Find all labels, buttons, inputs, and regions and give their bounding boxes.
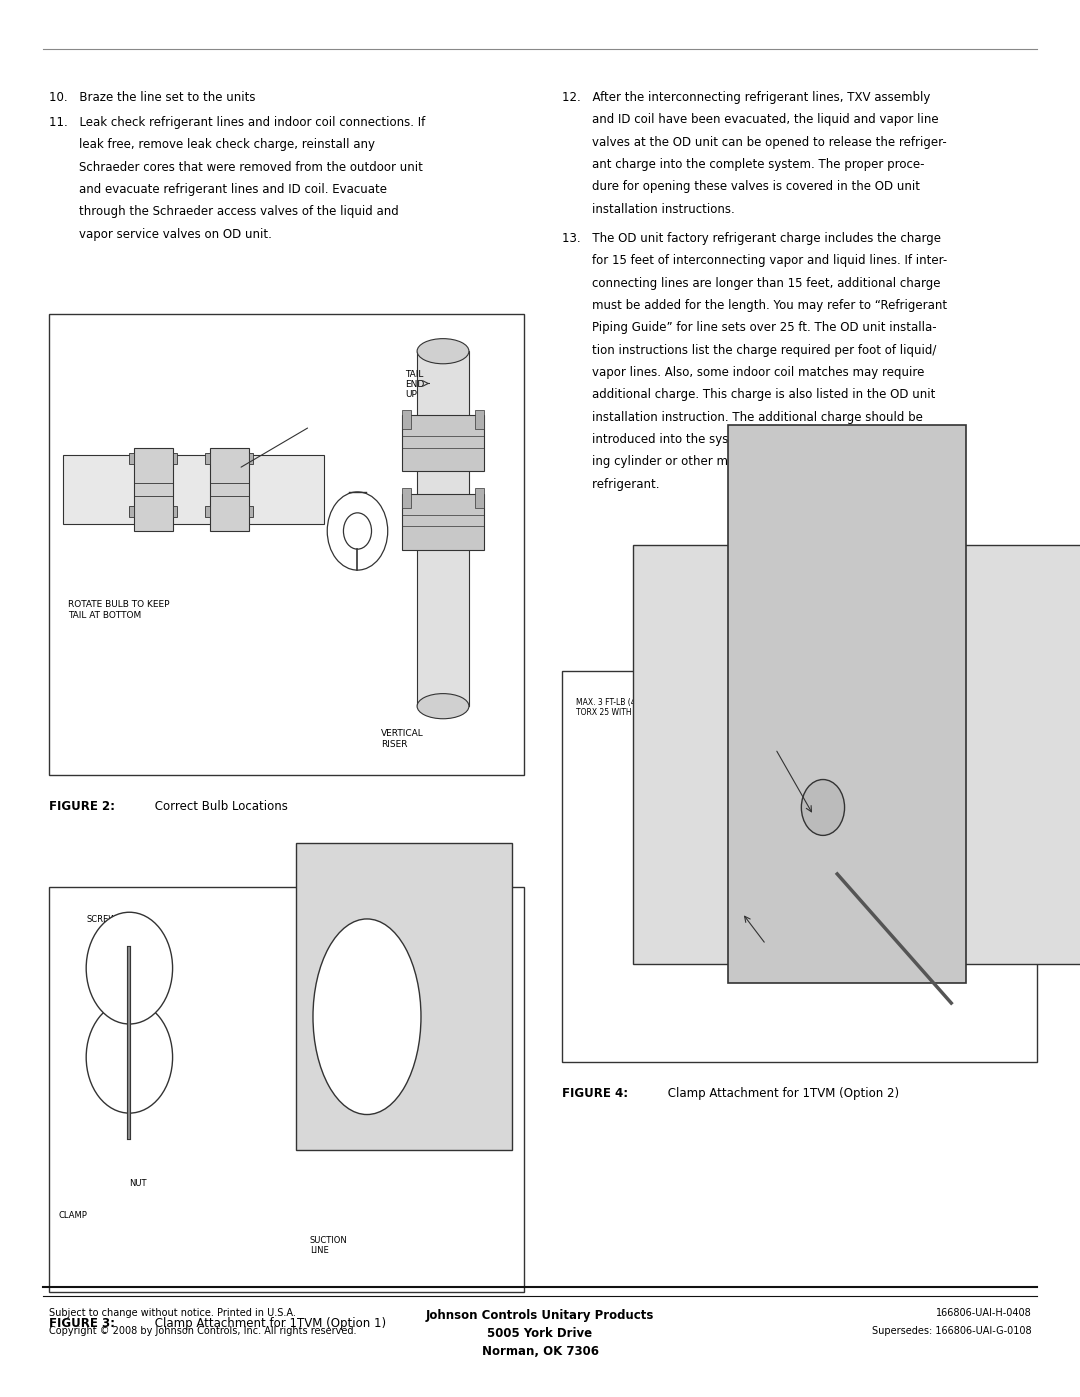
Text: 11. Leak check refrigerant lines and indoor coil connections. If: 11. Leak check refrigerant lines and ind… bbox=[49, 116, 424, 129]
Bar bbox=[475, 409, 484, 429]
Text: NUT: NUT bbox=[130, 1179, 147, 1187]
Bar bbox=[402, 415, 484, 471]
Bar bbox=[49, 314, 524, 775]
Text: vapor lines. Also, some indoor coil matches may require: vapor lines. Also, some indoor coil matc… bbox=[562, 366, 924, 379]
Text: ant charge into the complete system. The proper proce-: ant charge into the complete system. The… bbox=[562, 158, 924, 170]
Bar bbox=[728, 425, 966, 983]
Text: introduced into the system by means of a calibrated charg-: introduced into the system by means of a… bbox=[562, 433, 944, 446]
Text: Correct Bulb Locations: Correct Bulb Locations bbox=[151, 800, 288, 813]
Bar bbox=[402, 493, 484, 549]
Bar bbox=[296, 844, 512, 1151]
Text: connecting lines are longer than 15 feet, additional charge: connecting lines are longer than 15 feet… bbox=[562, 277, 940, 289]
Text: tion instructions list the charge required per foot of liquid/: tion instructions list the charge requir… bbox=[562, 344, 936, 356]
Text: FIGURE 2:: FIGURE 2: bbox=[49, 800, 114, 813]
Text: Clamp Attachment for 1TVM (Option 2): Clamp Attachment for 1TVM (Option 2) bbox=[664, 1087, 900, 1099]
Circle shape bbox=[86, 1002, 173, 1113]
Text: 5005 York Drive: 5005 York Drive bbox=[487, 1327, 593, 1340]
Text: Johnson Controls Unitary Products: Johnson Controls Unitary Products bbox=[426, 1309, 654, 1322]
Text: ing cylinder or other means of accurately weighing the: ing cylinder or other means of accuratel… bbox=[562, 455, 917, 468]
Text: Norman, OK 7306: Norman, OK 7306 bbox=[482, 1345, 598, 1358]
Bar bbox=[633, 545, 1080, 964]
Text: Supersedes: 166806-UAI-G-0108: Supersedes: 166806-UAI-G-0108 bbox=[872, 1326, 1031, 1336]
Text: VERTICAL
RISER: VERTICAL RISER bbox=[381, 729, 424, 749]
Text: refrigerant.: refrigerant. bbox=[562, 478, 659, 490]
Text: leak free, remove leak check charge, reinstall any: leak free, remove leak check charge, rei… bbox=[49, 138, 375, 151]
Bar bbox=[210, 447, 248, 531]
Text: installation instructions.: installation instructions. bbox=[562, 203, 734, 215]
Text: 1: 1 bbox=[752, 944, 758, 954]
Text: and ID coil have been evacuated, the liquid and vapor line: and ID coil have been evacuated, the liq… bbox=[562, 113, 939, 126]
Text: through the Schraeder access valves of the liquid and: through the Schraeder access valves of t… bbox=[49, 205, 399, 218]
Text: Subject to change without notice. Printed in U.S.A.: Subject to change without notice. Printe… bbox=[49, 1308, 296, 1317]
Bar bbox=[417, 351, 469, 707]
Bar bbox=[49, 887, 524, 1292]
Text: SCREW: SCREW bbox=[86, 915, 117, 925]
Bar bbox=[130, 453, 134, 464]
Text: must be added for the length. You may refer to “Refrigerant: must be added for the length. You may re… bbox=[562, 299, 947, 312]
Text: Piping Guide” for line sets over 25 ft. The OD unit installa-: Piping Guide” for line sets over 25 ft. … bbox=[562, 321, 936, 334]
Ellipse shape bbox=[417, 694, 469, 718]
Text: for 15 feet of interconnecting vapor and liquid lines. If inter-: for 15 feet of interconnecting vapor and… bbox=[562, 254, 947, 267]
Ellipse shape bbox=[313, 919, 421, 1115]
Bar bbox=[402, 409, 410, 429]
Circle shape bbox=[343, 513, 372, 549]
Bar bbox=[402, 489, 410, 509]
Text: 166806-UAI-H-0408: 166806-UAI-H-0408 bbox=[935, 1308, 1031, 1317]
Text: TAIL
END
UP: TAIL END UP bbox=[405, 370, 424, 400]
Bar bbox=[475, 489, 484, 509]
Text: 10. Braze the line set to the units: 10. Braze the line set to the units bbox=[49, 91, 255, 103]
Text: MAX. 3 FT-LB (4 Nm)
TORX 25 WITH SLOT: MAX. 3 FT-LB (4 Nm) TORX 25 WITH SLOT bbox=[576, 698, 654, 717]
Text: SUCTION
LINE: SUCTION LINE bbox=[310, 1235, 348, 1255]
Text: FIGURE 4:: FIGURE 4: bbox=[562, 1087, 627, 1099]
Ellipse shape bbox=[417, 338, 469, 363]
Text: dure for opening these valves is covered in the OD unit: dure for opening these valves is covered… bbox=[562, 180, 919, 193]
Bar bbox=[130, 506, 134, 517]
Bar bbox=[205, 453, 210, 464]
Text: 13. The OD unit factory refrigerant charge includes the charge: 13. The OD unit factory refrigerant char… bbox=[562, 232, 941, 244]
Bar bbox=[63, 454, 324, 524]
Text: additional charge. This charge is also listed in the OD unit: additional charge. This charge is also l… bbox=[562, 388, 935, 401]
Text: ROTATE BULB TO KEEP
TAIL AT BOTTOM: ROTATE BULB TO KEEP TAIL AT BOTTOM bbox=[68, 601, 170, 619]
Text: Copyright © 2008 by Johnson Controls, Inc. All rights reserved.: Copyright © 2008 by Johnson Controls, In… bbox=[49, 1326, 356, 1336]
Circle shape bbox=[86, 912, 173, 1024]
Bar bbox=[173, 506, 177, 517]
Bar bbox=[205, 506, 210, 517]
Text: installation instruction. The additional charge should be: installation instruction. The additional… bbox=[562, 411, 922, 423]
Text: 2: 2 bbox=[752, 740, 758, 752]
Text: valves at the OD unit can be opened to release the refriger-: valves at the OD unit can be opened to r… bbox=[562, 136, 946, 148]
Bar bbox=[248, 453, 253, 464]
Text: Schraeder cores that were removed from the outdoor unit: Schraeder cores that were removed from t… bbox=[49, 161, 422, 173]
Bar bbox=[562, 671, 1037, 1062]
Text: TXV BULB: TXV BULB bbox=[424, 996, 465, 1006]
Text: Clamp Attachment for 1TVM (Option 1): Clamp Attachment for 1TVM (Option 1) bbox=[151, 1317, 387, 1330]
Circle shape bbox=[327, 492, 388, 570]
Text: and evacuate refrigerant lines and ID coil. Evacuate: and evacuate refrigerant lines and ID co… bbox=[49, 183, 387, 196]
Text: vapor service valves on OD unit.: vapor service valves on OD unit. bbox=[49, 228, 271, 240]
Bar bbox=[248, 506, 253, 517]
Bar bbox=[134, 447, 173, 531]
Ellipse shape bbox=[801, 780, 845, 835]
Text: CLAMP: CLAMP bbox=[58, 1211, 87, 1220]
Text: FIGURE 3:: FIGURE 3: bbox=[49, 1317, 114, 1330]
Bar bbox=[173, 453, 177, 464]
Text: 12. After the interconnecting refrigerant lines, TXV assembly: 12. After the interconnecting refrigeran… bbox=[562, 91, 930, 103]
